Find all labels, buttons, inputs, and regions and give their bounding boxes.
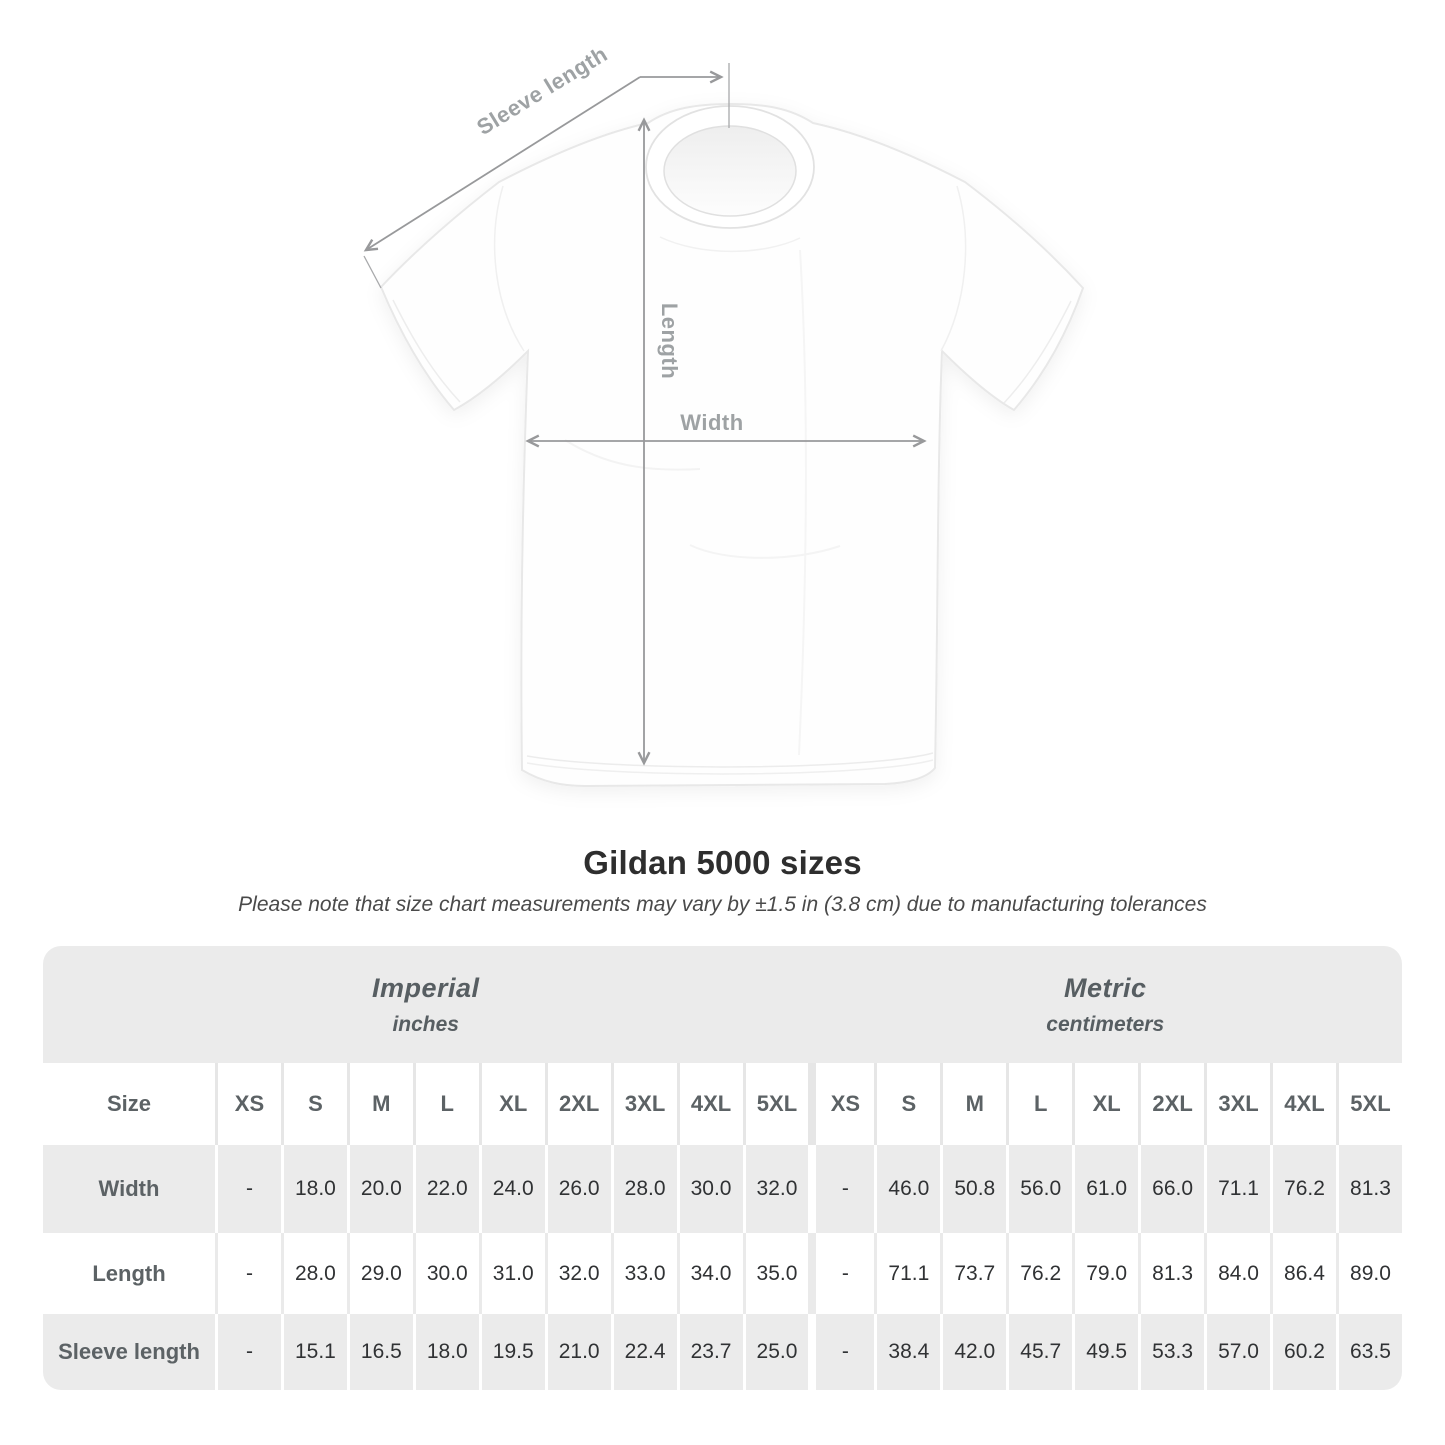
cell: 73.7	[940, 1233, 1007, 1314]
cell: 89.0	[1335, 1233, 1402, 1314]
tolerance-note: Please note that size chart measurements…	[238, 893, 1207, 916]
cell: 45.7	[1006, 1314, 1073, 1390]
cell: 32.0	[742, 1145, 809, 1233]
cell: 32.0	[544, 1233, 611, 1314]
imperial-section-unit: inches	[392, 1012, 459, 1036]
tshirt-collar	[645, 105, 815, 229]
size-col-header: XL	[478, 1063, 545, 1145]
cell: -	[808, 1233, 875, 1314]
cell: 81.3	[1138, 1233, 1205, 1314]
cell: 49.5	[1072, 1314, 1139, 1390]
cell: 22.0	[412, 1145, 479, 1233]
imperial-section-header: Imperial inches	[43, 946, 809, 1063]
cell: 79.0	[1072, 1233, 1139, 1314]
cell: 22.4	[610, 1314, 677, 1390]
size-col-header: S	[874, 1063, 941, 1145]
cell: -	[808, 1145, 875, 1233]
metric-section-unit: centimeters	[1046, 1012, 1165, 1036]
cell: 76.2	[1006, 1233, 1073, 1314]
cell: 46.0	[874, 1145, 941, 1233]
cell: -	[808, 1314, 875, 1390]
cell: 20.0	[346, 1145, 413, 1233]
cell: 29.0	[346, 1233, 413, 1314]
size-col-header: 4XL	[676, 1063, 743, 1145]
cell: 28.0	[280, 1233, 347, 1314]
cell: 18.0	[280, 1145, 347, 1233]
cell: 35.0	[742, 1233, 809, 1314]
cell: 61.0	[1072, 1145, 1139, 1233]
tshirt-illustration: Sleeve length Length Width	[363, 41, 1085, 788]
cell: 34.0	[676, 1233, 743, 1314]
cell: 50.8	[940, 1145, 1007, 1233]
cell: 15.1	[280, 1314, 347, 1390]
cell: 76.2	[1270, 1145, 1336, 1233]
cell: 33.0	[610, 1233, 677, 1314]
page-title: Gildan 5000 sizes	[583, 844, 862, 881]
size-col-header: S	[280, 1063, 347, 1145]
cell: 21.0	[544, 1314, 611, 1390]
row-label: Length	[43, 1233, 215, 1314]
cell: 84.0	[1204, 1233, 1270, 1314]
cell: 23.7	[676, 1314, 743, 1390]
size-col-header: 2XL	[544, 1063, 611, 1145]
cell: 42.0	[940, 1314, 1007, 1390]
cell: 18.0	[412, 1314, 479, 1390]
cell: 71.1	[874, 1233, 941, 1314]
table-row-width: Width - 18.0 20.0 22.0 24.0 26.0 28.0 30…	[43, 1145, 1402, 1233]
cell: 31.0	[478, 1233, 545, 1314]
size-col-header: 4XL	[1270, 1063, 1336, 1145]
size-header-row: Size XS S M L XL 2XL 3XL 4XL 5XL XS S M …	[43, 1063, 1402, 1145]
length-label: Length	[657, 303, 682, 379]
cell: 56.0	[1006, 1145, 1073, 1233]
size-col-header: M	[346, 1063, 413, 1145]
cell: 19.5	[478, 1314, 545, 1390]
size-chart-table: Imperial inches Metric centimeters Size …	[43, 946, 1402, 1390]
cell: 24.0	[478, 1145, 545, 1233]
cell: 66.0	[1138, 1145, 1205, 1233]
size-col-header: L	[412, 1063, 479, 1145]
sleeve-tip-witness-line	[363, 255, 382, 289]
size-col-header: L	[1006, 1063, 1073, 1145]
cell: 53.3	[1138, 1314, 1205, 1390]
size-col-header: XL	[1072, 1063, 1139, 1145]
size-col-header: 5XL	[742, 1063, 809, 1145]
table-row-length: Length - 28.0 29.0 30.0 31.0 32.0 33.0 3…	[43, 1233, 1402, 1314]
cell: 57.0	[1204, 1314, 1270, 1390]
cell: 71.1	[1204, 1145, 1270, 1233]
table-row-sleeve-length: Sleeve length - 15.1 16.5 18.0 19.5 21.0…	[43, 1314, 1402, 1390]
row-label: Width	[43, 1145, 215, 1233]
cell: -	[215, 1233, 281, 1314]
cell: 86.4	[1270, 1233, 1336, 1314]
cell: 30.0	[412, 1233, 479, 1314]
tshirt-seams	[392, 185, 1072, 775]
unit-band-row: Imperial inches Metric centimeters	[43, 946, 1402, 1063]
tshirt-measurement-diagram: Sleeve length Length Width	[363, 41, 1085, 788]
cell: 60.2	[1270, 1314, 1336, 1390]
cell: 26.0	[544, 1145, 611, 1233]
size-col-header: XS	[215, 1063, 281, 1145]
size-column-header: Size	[43, 1063, 215, 1145]
size-col-header: 3XL	[1204, 1063, 1270, 1145]
cell: 30.0	[676, 1145, 743, 1233]
cell: 38.4	[874, 1314, 941, 1390]
size-col-header: 5XL	[1335, 1063, 1402, 1145]
sleeve-length-arrow-diagonal	[363, 76, 641, 252]
metric-section-header: Metric centimeters	[808, 946, 1402, 1063]
width-label: Width	[680, 410, 743, 435]
cell: 28.0	[610, 1145, 677, 1233]
cell: 63.5	[1335, 1314, 1402, 1390]
cell: 16.5	[346, 1314, 413, 1390]
cell: -	[215, 1314, 281, 1390]
metric-section-title: Metric	[1063, 972, 1147, 1003]
row-label: Sleeve length	[43, 1314, 215, 1390]
imperial-section-title: Imperial	[371, 972, 480, 1003]
cell: -	[215, 1145, 281, 1233]
cell: 81.3	[1335, 1145, 1402, 1233]
cell: 25.0	[742, 1314, 809, 1390]
size-col-header: 2XL	[1138, 1063, 1205, 1145]
sleeve-length-label: Sleeve length	[472, 41, 612, 140]
size-col-header: XS	[808, 1063, 875, 1145]
size-col-header: M	[940, 1063, 1007, 1145]
size-col-header: 3XL	[610, 1063, 677, 1145]
